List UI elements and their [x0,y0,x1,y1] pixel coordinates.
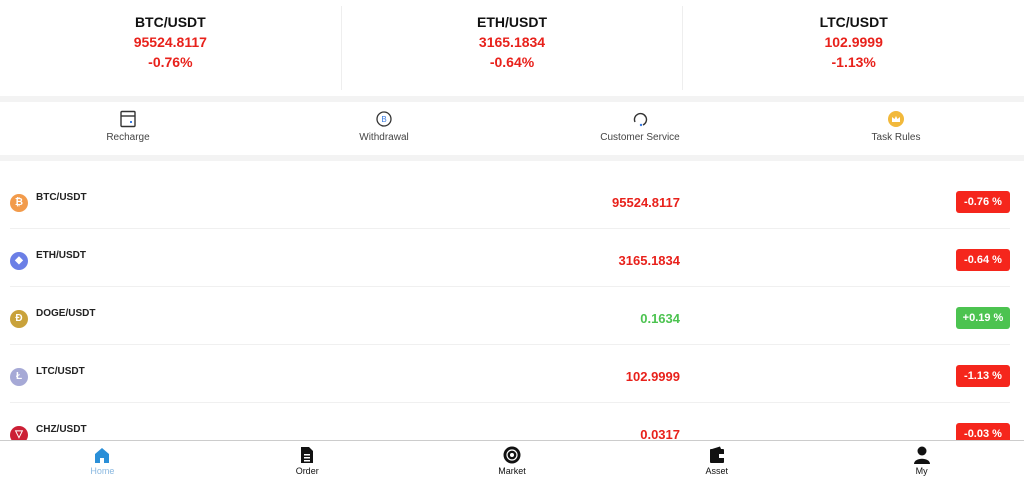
withdrawal-label: Withdrawal [359,132,409,143]
bitcoin-withdraw-icon: B [376,111,392,127]
svg-text:B: B [381,115,386,124]
ticker-price: 3165.1834 [478,34,546,50]
ticker-pair: ETH/USDT [477,14,547,30]
bottom-nav: Home Order Market Asset My [0,440,1024,480]
change-badge[interactable]: +0.19 % [956,307,1010,329]
ticker-eth[interactable]: ETH/USDT 3165.1834 -0.64% [342,6,684,90]
market-row[interactable]: ◆ ETH/USDT 3165.1834 -0.64 % [10,229,1010,287]
coin-icon: Ł [10,367,28,386]
change-badge[interactable]: -0.03 % [956,423,1010,445]
nav-label: Home [90,466,115,476]
ticker-pair: LTC/USDT [819,14,888,30]
wallet-icon [709,446,724,463]
task-rules-label: Task Rules [871,132,921,143]
crown-icon [888,111,904,127]
pair-price: 102.9999 [625,369,680,384]
wallet-card-icon [120,110,136,128]
ticker-pair: BTC/USDT [134,14,206,30]
ticker-btc[interactable]: BTC/USDT 95524.8117 -0.76% [0,6,342,90]
ticker-summary: BTC/USDT 95524.8117 -0.76% ETH/USDT 3165.18… [0,0,1024,96]
customer-service-button[interactable]: Customer Service [512,102,768,155]
pair-price: 3165.1834 [618,253,680,268]
pair-name: BTC/USDT [36,192,87,203]
ticker-ltc[interactable]: LTC/USDT 102.9999 -1.13% [683,6,1024,90]
change-badge[interactable]: -1.13 % [956,365,1010,387]
pair-price: 95524.8117 [612,195,680,210]
pair-name: LTC/USDT [36,366,85,377]
change-badge[interactable]: -0.76 % [956,191,1010,213]
nav-label: My [915,466,928,476]
nav-my[interactable]: My [819,441,1024,480]
nav-order[interactable]: Order [205,441,410,480]
home-icon [95,448,110,463]
nav-label: Order [295,466,319,476]
pair-price: 0.0317 [640,427,680,442]
withdrawal-button[interactable]: B Withdrawal [256,102,512,155]
market-row[interactable]: ₿ BTC/USDT 95524.8117 -0.76 % [10,171,1010,229]
market-row[interactable]: Ð DOGE/USDT 0.1634 +0.19 % [10,287,1010,345]
market-icon [503,446,521,464]
recharge-button[interactable]: Recharge [0,102,256,155]
market-list: ₿ BTC/USDT 95524.8117 -0.76 % ◆ ETH/USDT … [0,171,1024,461]
nav-market[interactable]: Market [410,441,615,480]
recharge-label: Recharge [106,132,150,143]
document-icon [301,447,314,463]
nav-asset[interactable]: Asset [614,441,819,480]
coin-icon: ◆ [10,251,28,270]
nav-label: Market [498,466,526,476]
coin-icon: Ð [10,309,28,328]
customer-service-label: Customer Service [600,132,680,143]
ticker-price: 95524.8117 [133,34,207,50]
user-icon [913,446,930,464]
headset-icon [633,112,648,127]
ticker-change: -1.13% [831,54,876,70]
change-badge[interactable]: -0.64 % [956,249,1010,271]
pair-name: ETH/USDT [36,250,86,261]
divider [0,96,1024,102]
pair-name: CHZ/USDT [36,424,87,435]
ticker-change: -0.64% [489,54,535,70]
nav-label: Asset [705,466,729,476]
ticker-price: 102.9999 [824,34,883,50]
task-rules-button[interactable]: Task Rules [768,102,1024,155]
coin-icon: ₿ [10,193,28,212]
nav-home[interactable]: Home [0,441,205,480]
divider [0,155,1024,161]
quick-actions: Recharge B Withdrawal Customer Service Ta… [0,102,1024,155]
coin-icon: ▽ [10,425,28,444]
pair-name: DOGE/USDT [36,308,96,319]
pair-price: 0.1634 [640,311,680,326]
ticker-change: -0.76% [148,54,193,70]
market-row[interactable]: Ł LTC/USDT 102.9999 -1.13 % [10,345,1010,403]
